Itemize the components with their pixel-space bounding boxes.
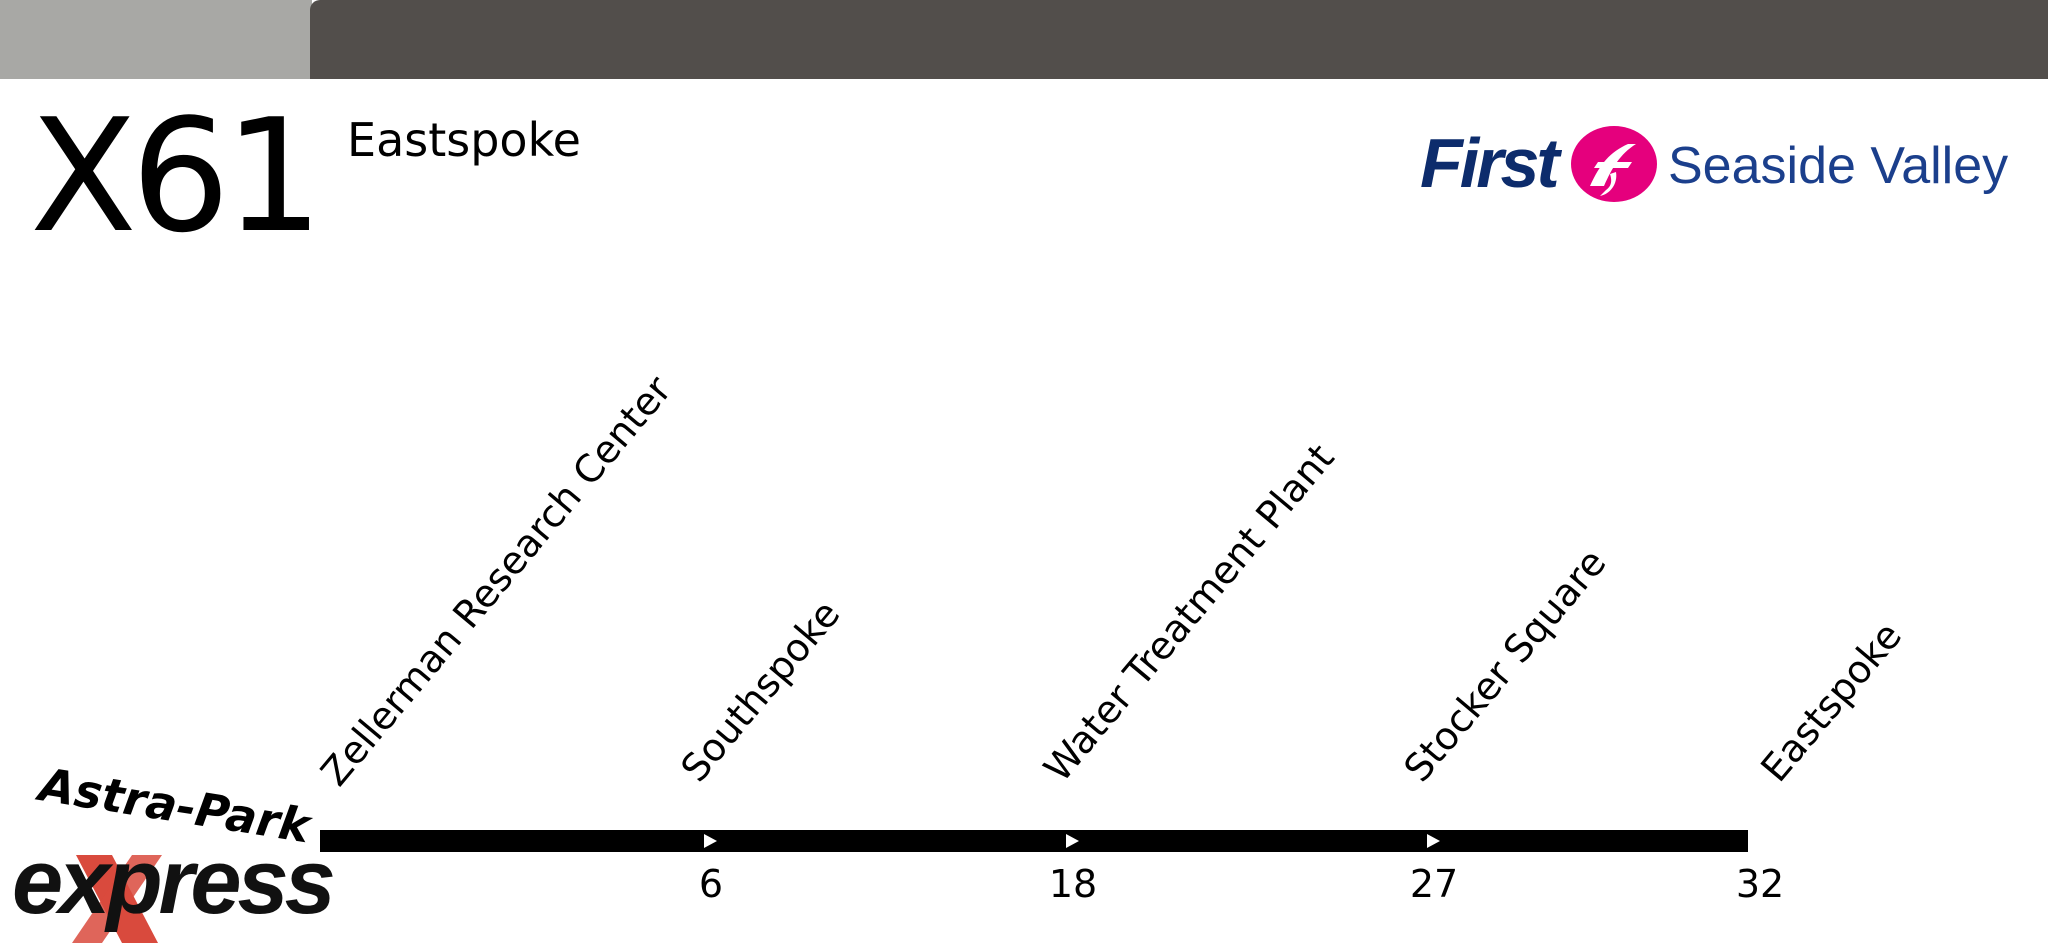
route-number: X61 — [30, 85, 323, 267]
operator-region: Seaside Valley — [1668, 137, 2009, 195]
stop-name-stocker-square: Stocker Square — [1395, 540, 1615, 790]
stop-marker-southspoke — [704, 834, 717, 848]
top-bar-left-segment — [0, 0, 312, 79]
top-bar — [0, 0, 2048, 79]
operator-name: First — [1420, 124, 1560, 202]
route-line — [320, 830, 1748, 852]
stop-name-zellerman-research-center: Zellerman Research Center — [312, 367, 680, 794]
stop-time-eastspoke: 32 — [1735, 862, 1785, 906]
stop-time-stocker-square: 27 — [1409, 862, 1459, 906]
stop-name-water-treatment-plant: Water Treatment Plant — [1035, 435, 1343, 790]
stop-name-eastspoke: Eastspoke — [1752, 613, 1911, 790]
destination-title: Eastspoke — [347, 113, 581, 167]
express-x-accent-icon — [72, 855, 162, 943]
first-f-logo-icon — [1571, 126, 1657, 202]
brand-line-express: express — [12, 831, 336, 933]
stop-time-southspoke: 6 — [698, 862, 724, 906]
top-bar-right-segment — [310, 0, 2048, 79]
stop-marker-water-treatment-plant — [1066, 834, 1079, 848]
astra-park-express-logo: Astra-Park express — [12, 752, 372, 943]
stop-marker-stocker-square — [1427, 834, 1440, 848]
stop-name-southspoke: Southspoke — [672, 591, 849, 790]
stop-time-water-treatment-plant: 18 — [1048, 862, 1098, 906]
